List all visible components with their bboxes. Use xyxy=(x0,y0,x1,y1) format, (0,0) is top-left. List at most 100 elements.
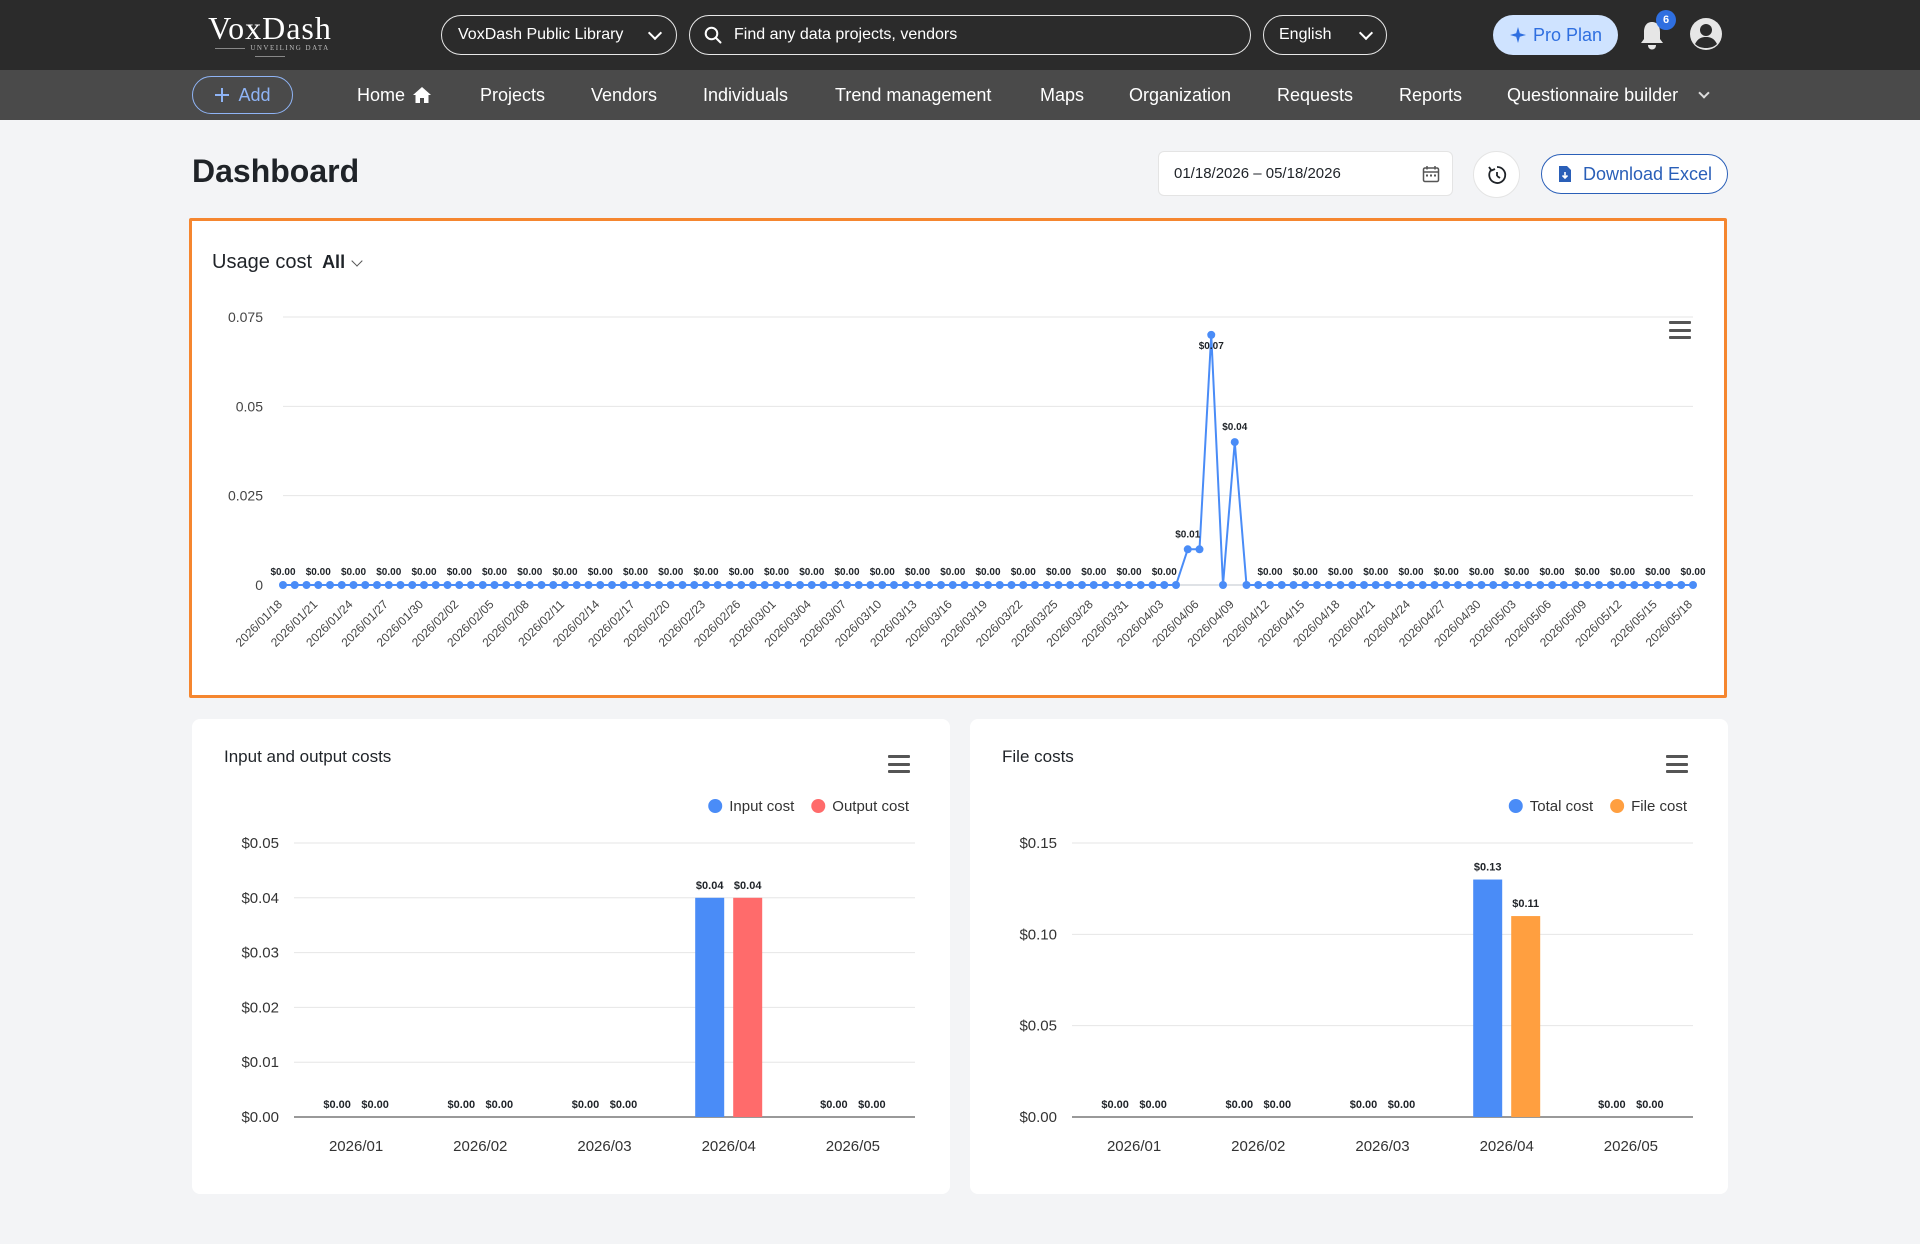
data-point[interactable] xyxy=(960,581,969,589)
data-point[interactable] xyxy=(1042,581,1051,589)
data-point[interactable] xyxy=(984,581,992,589)
data-point[interactable] xyxy=(584,581,593,589)
data-point[interactable] xyxy=(901,581,910,589)
data-point[interactable] xyxy=(596,581,605,589)
reset-timer-button[interactable] xyxy=(1473,151,1520,198)
data-point[interactable] xyxy=(561,581,569,589)
data-point[interactable] xyxy=(467,581,475,589)
data-point[interactable] xyxy=(1348,581,1357,589)
data-point[interactable] xyxy=(725,581,734,589)
data-point[interactable] xyxy=(420,581,428,589)
nav-item-questionnaire-builder[interactable]: Questionnaire builder xyxy=(1507,70,1710,120)
data-point[interactable] xyxy=(890,581,898,589)
data-point[interactable] xyxy=(572,581,581,589)
data-point[interactable] xyxy=(713,581,722,589)
data-point[interactable] xyxy=(1172,581,1180,589)
data-point[interactable] xyxy=(925,581,934,589)
bar[interactable] xyxy=(1511,916,1541,1117)
data-point[interactable] xyxy=(1230,438,1239,447)
data-point[interactable] xyxy=(1383,581,1392,589)
language-select[interactable]: English xyxy=(1263,15,1387,55)
logo[interactable]: VoxDash UNVEILING DATA xyxy=(192,10,348,58)
add-button[interactable]: Add xyxy=(192,76,293,114)
data-point[interactable] xyxy=(831,581,840,589)
pro-plan-button[interactable]: Pro Plan xyxy=(1493,15,1618,55)
bell-icon[interactable] xyxy=(1636,18,1668,52)
data-point[interactable] xyxy=(666,581,675,589)
data-point[interactable] xyxy=(1571,581,1580,589)
data-point[interactable] xyxy=(1054,581,1063,589)
data-point[interactable] xyxy=(749,581,757,589)
data-point[interactable] xyxy=(502,581,511,589)
data-point[interactable] xyxy=(1019,581,1028,589)
data-point[interactable] xyxy=(549,581,558,589)
data-point[interactable] xyxy=(1207,330,1216,339)
data-point[interactable] xyxy=(1583,581,1592,589)
data-point[interactable] xyxy=(1630,581,1639,589)
data-point[interactable] xyxy=(1360,581,1368,589)
library-select[interactable]: VoxDash Public Library xyxy=(441,15,677,55)
data-point[interactable] xyxy=(1536,581,1545,589)
data-point[interactable] xyxy=(1371,581,1380,589)
download-excel-button[interactable]: Download Excel xyxy=(1541,154,1728,194)
data-point[interactable] xyxy=(1407,581,1415,589)
data-point[interactable] xyxy=(431,581,440,589)
data-point[interactable] xyxy=(1078,581,1086,589)
data-point[interactable] xyxy=(1313,581,1321,589)
data-point[interactable] xyxy=(279,581,287,589)
legend-label[interactable]: File cost xyxy=(1631,798,1688,815)
data-point[interactable] xyxy=(678,581,687,589)
nav-item-organization[interactable]: Organization xyxy=(1129,70,1231,120)
data-point[interactable] xyxy=(807,581,816,589)
data-point[interactable] xyxy=(1101,581,1110,589)
data-point[interactable] xyxy=(396,581,405,589)
data-point[interactable] xyxy=(1195,545,1204,554)
data-point[interactable] xyxy=(1395,581,1404,589)
data-point[interactable] xyxy=(1477,581,1486,589)
data-point[interactable] xyxy=(1336,581,1345,589)
data-point[interactable] xyxy=(1125,581,1133,589)
data-point[interactable] xyxy=(1606,581,1615,589)
data-point[interactable] xyxy=(1066,581,1075,589)
data-point[interactable] xyxy=(1665,581,1674,589)
data-point[interactable] xyxy=(302,581,311,589)
nav-item-maps[interactable]: Maps xyxy=(1040,70,1084,120)
data-point[interactable] xyxy=(866,581,875,589)
data-point[interactable] xyxy=(772,581,781,589)
data-point[interactable] xyxy=(819,581,828,589)
data-point[interactable] xyxy=(443,581,452,589)
usage-filter-select[interactable]: All xyxy=(322,252,363,273)
data-point[interactable] xyxy=(337,581,346,589)
data-point[interactable] xyxy=(537,581,546,589)
nav-item-individuals[interactable]: Individuals xyxy=(703,70,788,120)
chart-menu-icon[interactable] xyxy=(1669,321,1691,339)
chart-menu-icon[interactable] xyxy=(888,755,910,773)
data-point[interactable] xyxy=(643,581,652,589)
user-avatar-icon[interactable] xyxy=(1689,17,1723,51)
nav-item-home[interactable]: Home xyxy=(357,70,432,120)
bar[interactable] xyxy=(733,897,763,1117)
data-point[interactable] xyxy=(690,581,699,589)
nav-item-requests[interactable]: Requests xyxy=(1277,70,1353,120)
data-point[interactable] xyxy=(608,581,616,589)
nav-item-trend-management[interactable]: Trend management xyxy=(835,70,991,120)
nav-item-reports[interactable]: Reports xyxy=(1399,70,1462,120)
nav-item-vendors[interactable]: Vendors xyxy=(591,70,657,120)
data-point[interactable] xyxy=(972,581,981,589)
data-point[interactable] xyxy=(1113,581,1122,589)
data-point[interactable] xyxy=(1418,581,1427,589)
data-point[interactable] xyxy=(948,581,957,589)
data-point[interactable] xyxy=(326,581,334,589)
data-point[interactable] xyxy=(373,581,381,589)
search-input[interactable] xyxy=(734,26,1234,44)
data-point[interactable] xyxy=(913,581,922,589)
data-point[interactable] xyxy=(995,581,1004,589)
data-point[interactable] xyxy=(1512,581,1521,589)
data-point[interactable] xyxy=(1653,581,1662,589)
data-point[interactable] xyxy=(1254,581,1263,589)
data-point[interactable] xyxy=(1501,581,1509,589)
data-point[interactable] xyxy=(1242,581,1251,589)
data-point[interactable] xyxy=(290,581,299,589)
data-point[interactable] xyxy=(843,581,851,589)
legend-label[interactable]: Total cost xyxy=(1530,798,1594,815)
